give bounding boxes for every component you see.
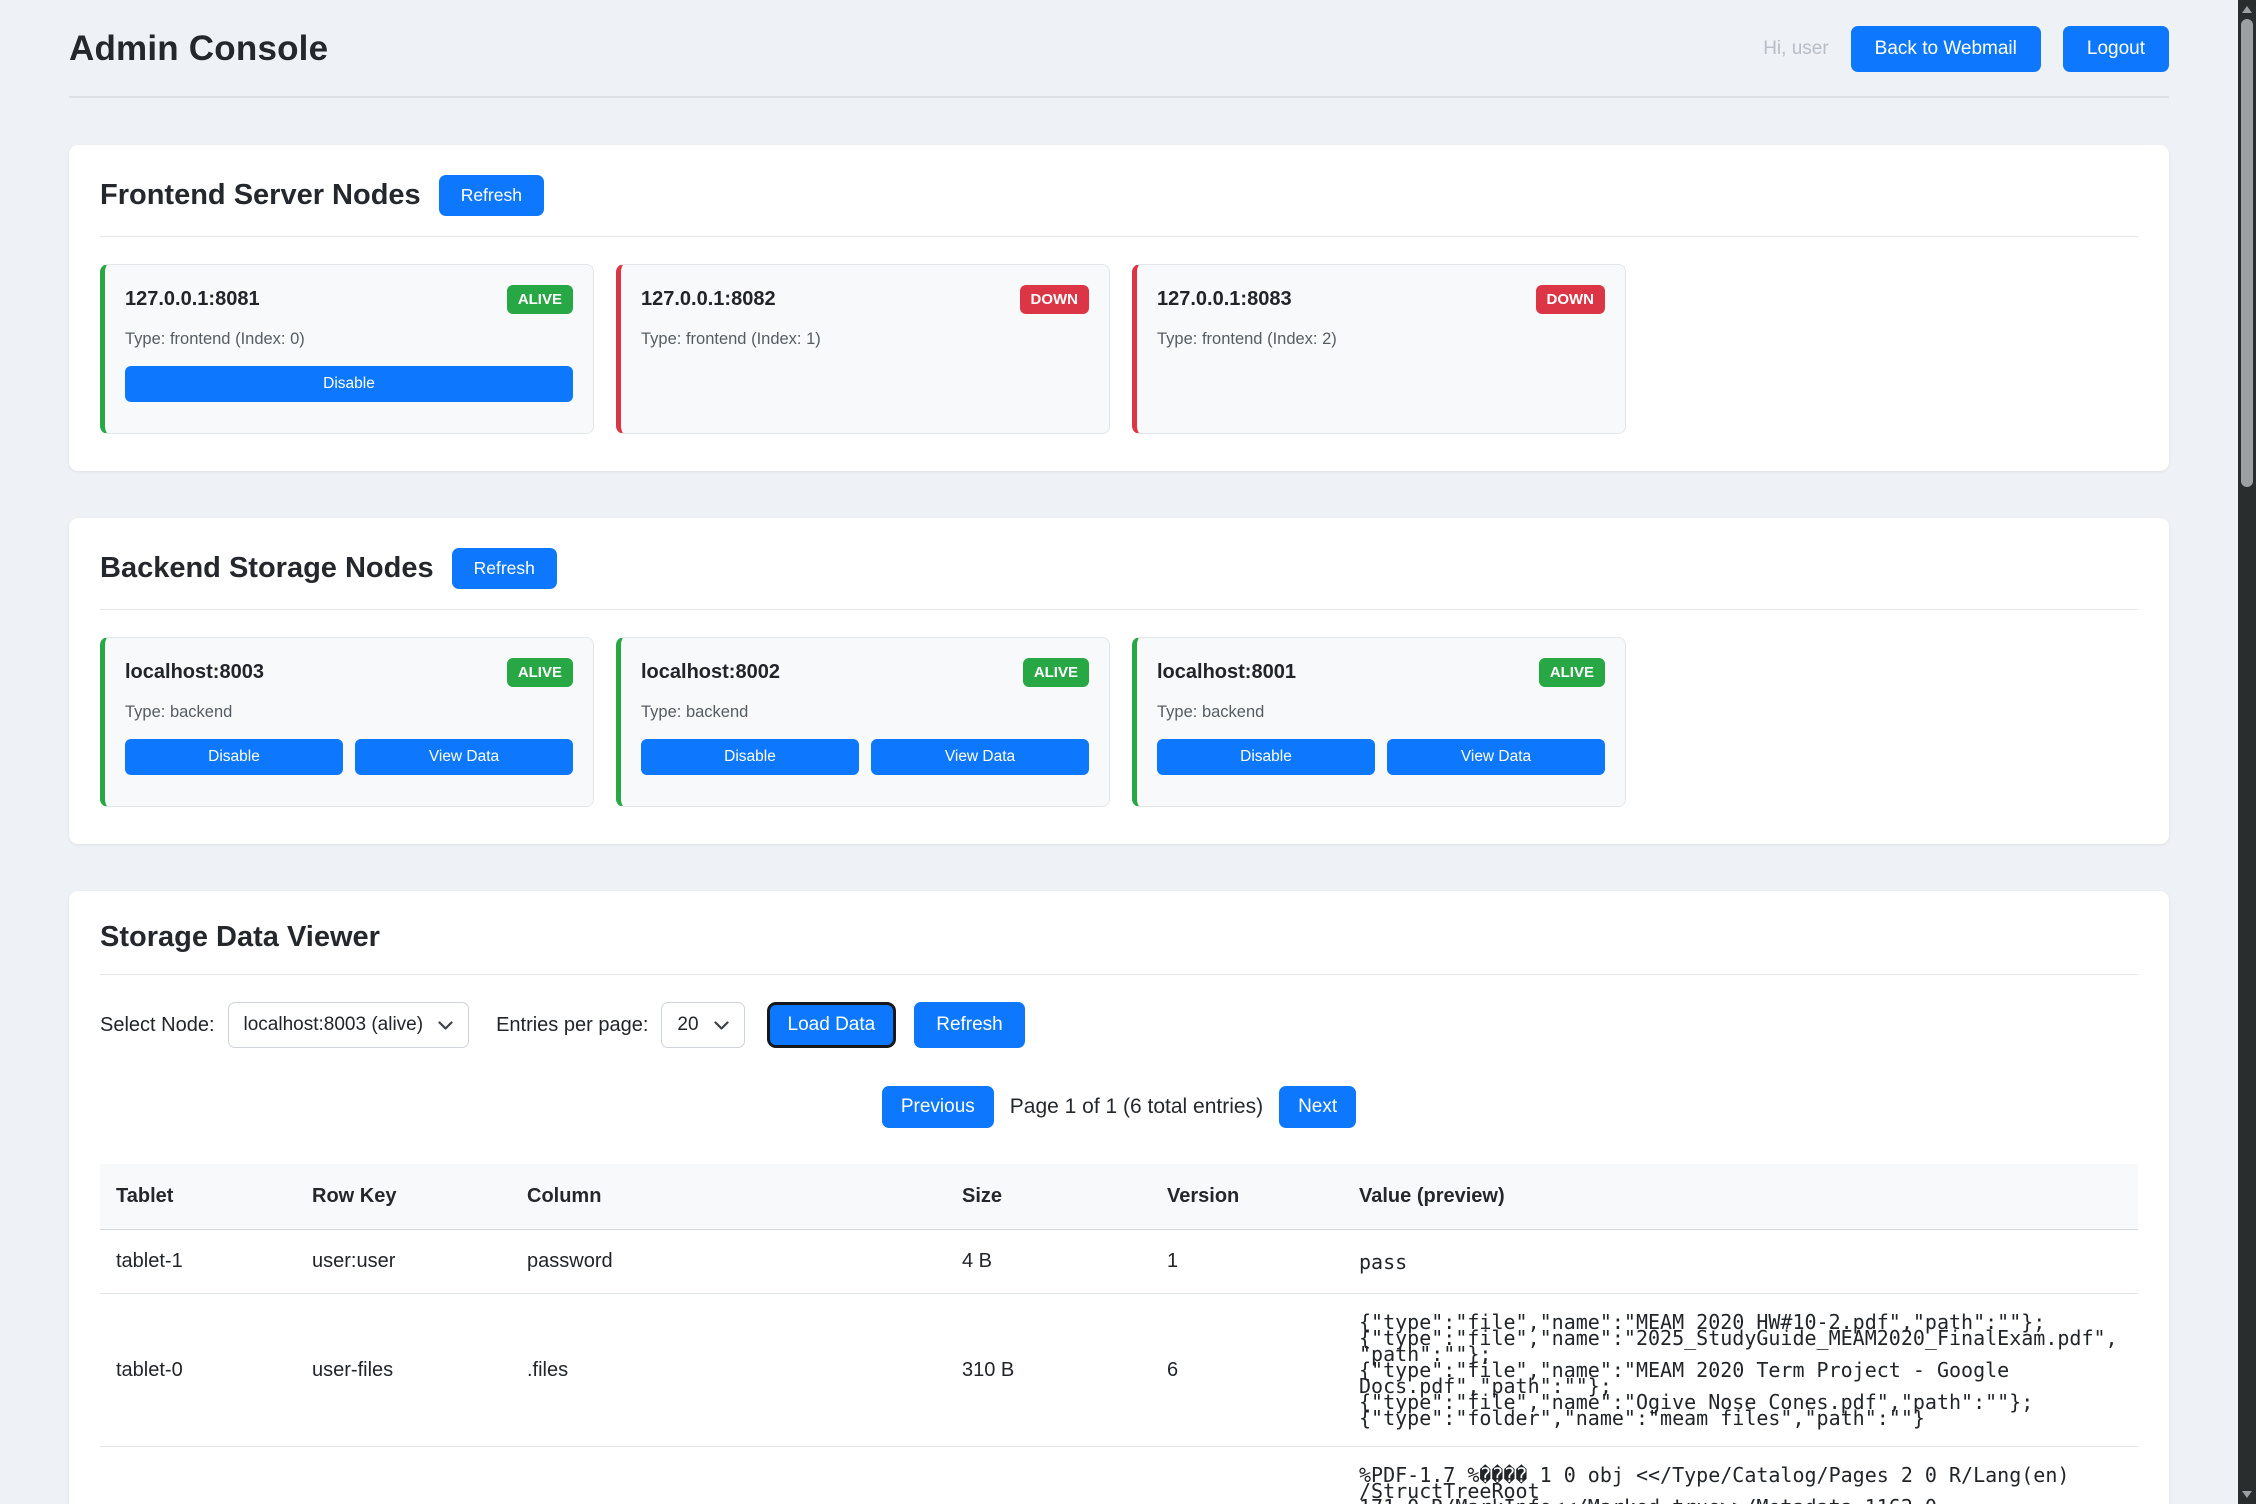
status-badge: ALIVE <box>506 285 573 314</box>
previous-page-button[interactable]: Previous <box>881 1086 994 1128</box>
backend-node-card-8002: localhost:8002 ALIVE Type: backend Disab… <box>616 637 1110 807</box>
viewer-refresh-button[interactable]: Refresh <box>914 1002 1025 1048</box>
cell-version <box>1151 1446 1343 1504</box>
select-node-label: Select Node: <box>100 1013 215 1036</box>
section-divider <box>100 974 2138 975</box>
view-data-button[interactable]: View Data <box>355 739 573 775</box>
header: Admin Console Hi, user Back to Webmail L… <box>69 0 2169 72</box>
node-address: 127.0.0.1:8081 <box>125 288 260 310</box>
page-title: Admin Console <box>69 29 329 68</box>
node-address: 127.0.0.1:8082 <box>641 288 776 310</box>
cell-value-preview: %PDF-1.7 %���� 1 0 obj <</Type/Catalog/P… <box>1343 1446 2138 1504</box>
pagination: Previous Page 1 of 1 (6 total entries) N… <box>100 1086 2138 1128</box>
backend-node-card-8001: localhost:8001 ALIVE Type: backend Disab… <box>1132 637 1626 807</box>
cell-column: .files <box>511 1293 946 1447</box>
logout-button[interactable]: Logout <box>2062 26 2169 72</box>
node-address: 127.0.0.1:8083 <box>1157 288 1292 310</box>
node-type-label: Type: backend <box>125 703 233 721</box>
cell-value-preview: pass <box>1343 1229 2138 1294</box>
node-type-label: Type: backend <box>1157 703 1265 721</box>
status-badge: ALIVE <box>1022 658 1089 687</box>
node-address: localhost:8003 <box>125 661 264 683</box>
column-header-column: Column <box>511 1164 946 1230</box>
table-header-row: Tablet Row Key Column Size Version Value… <box>100 1164 2138 1230</box>
node-type-label: Type: frontend (Index: 2) <box>1157 330 1337 348</box>
chevron-down-icon <box>438 1020 453 1030</box>
cell-column <box>511 1446 946 1504</box>
cell-rowkey: user-files <box>296 1293 511 1447</box>
backend-refresh-button[interactable]: Refresh <box>451 548 557 589</box>
scroll-up-icon[interactable] <box>2238 0 2256 19</box>
column-header-rowkey: Row Key <box>296 1164 511 1230</box>
cell-column: password <box>511 1229 946 1294</box>
entries-per-page-label: Entries per page: <box>496 1013 649 1036</box>
disable-node-button[interactable]: Disable <box>641 739 859 775</box>
cell-version: 6 <box>1151 1293 1343 1447</box>
view-data-button[interactable]: View Data <box>871 739 1089 775</box>
cell-rowkey: user:user <box>296 1229 511 1294</box>
entries-select-value: 20 <box>677 1014 699 1035</box>
node-address: localhost:8001 <box>1157 661 1296 683</box>
vertical-scrollbar[interactable] <box>2238 0 2256 1504</box>
frontend-node-card-8083: 127.0.0.1:8083 DOWN Type: frontend (Inde… <box>1132 264 1626 434</box>
frontend-node-card-8082: 127.0.0.1:8082 DOWN Type: frontend (Inde… <box>616 264 1110 434</box>
column-header-version: Version <box>1151 1164 1343 1230</box>
cell-tablet <box>100 1446 296 1504</box>
frontend-node-card-8081: 127.0.0.1:8081 ALIVE Type: frontend (Ind… <box>100 264 594 434</box>
node-type-label: Type: frontend (Index: 0) <box>125 330 305 348</box>
header-divider <box>69 96 2169 98</box>
cell-version: 1 <box>1151 1229 1343 1294</box>
storage-data-table: Tablet Row Key Column Size Version Value… <box>100 1164 2138 1504</box>
backend-section-title: Backend Storage Nodes <box>100 552 434 584</box>
section-divider <box>100 609 2138 610</box>
storage-data-viewer-section: Storage Data Viewer Select Node: localho… <box>69 891 2169 1504</box>
status-badge: ALIVE <box>1538 658 1605 687</box>
frontend-section-title: Frontend Server Nodes <box>100 179 421 211</box>
node-type-label: Type: backend <box>641 703 749 721</box>
status-badge: DOWN <box>1019 285 1089 314</box>
page-status: Page 1 of 1 (6 total entries) <box>1009 1095 1264 1118</box>
entries-select[interactable]: 20 <box>661 1002 745 1048</box>
cell-tablet: tablet-1 <box>100 1229 296 1294</box>
cell-size: 310 B <box>946 1293 1151 1447</box>
chevron-down-icon <box>713 1020 729 1030</box>
scrollbar-thumb[interactable] <box>2241 19 2253 487</box>
frontend-nodes-section: Frontend Server Nodes Refresh 127.0.0.1:… <box>69 145 2169 471</box>
disable-node-button[interactable]: Disable <box>125 366 573 402</box>
section-divider <box>100 236 2138 237</box>
table-row: tablet-1 user:user password 4 B 1 pass <box>100 1229 2138 1294</box>
scroll-down-icon[interactable] <box>2238 1485 2256 1504</box>
column-header-tablet: Tablet <box>100 1164 296 1230</box>
back-to-webmail-button[interactable]: Back to Webmail <box>1850 26 2041 72</box>
table-row: tablet-0 user-files .files 310 B 6 {"typ… <box>100 1293 2138 1447</box>
disable-node-button[interactable]: Disable <box>125 739 343 775</box>
cell-size: 4 B <box>946 1229 1151 1294</box>
table-row: %PDF-1.7 %���� 1 0 obj <</Type/Catalog/P… <box>100 1446 2138 1504</box>
node-address: localhost:8002 <box>641 661 780 683</box>
header-actions: Hi, user Back to Webmail Logout <box>1763 26 2169 72</box>
load-data-button[interactable]: Load Data <box>766 1002 897 1048</box>
viewer-controls: Select Node: localhost:8003 (alive) Entr… <box>100 1002 2138 1048</box>
next-page-button[interactable]: Next <box>1279 1086 1357 1128</box>
view-data-button[interactable]: View Data <box>1387 739 1605 775</box>
backend-nodes-section: Backend Storage Nodes Refresh localhost:… <box>69 518 2169 844</box>
column-header-size: Size <box>946 1164 1151 1230</box>
node-type-label: Type: frontend (Index: 1) <box>641 330 821 348</box>
cell-value-preview: {"type":"file","name":"MEAM 2020 HW#10-2… <box>1343 1293 2138 1447</box>
viewer-section-title: Storage Data Viewer <box>100 921 380 953</box>
cell-tablet: tablet-0 <box>100 1293 296 1447</box>
node-select-value: localhost:8003 (alive) <box>243 1014 424 1035</box>
column-header-value: Value (preview) <box>1343 1164 2138 1230</box>
backend-node-card-8003: localhost:8003 ALIVE Type: backend Disab… <box>100 637 594 807</box>
cell-rowkey <box>296 1446 511 1504</box>
user-greeting: Hi, user <box>1763 38 1829 59</box>
cell-size <box>946 1446 1151 1504</box>
frontend-refresh-button[interactable]: Refresh <box>438 175 544 216</box>
status-badge: ALIVE <box>506 658 573 687</box>
disable-node-button[interactable]: Disable <box>1157 739 1375 775</box>
status-badge: DOWN <box>1535 285 1605 314</box>
node-select[interactable]: localhost:8003 (alive) <box>227 1002 470 1048</box>
